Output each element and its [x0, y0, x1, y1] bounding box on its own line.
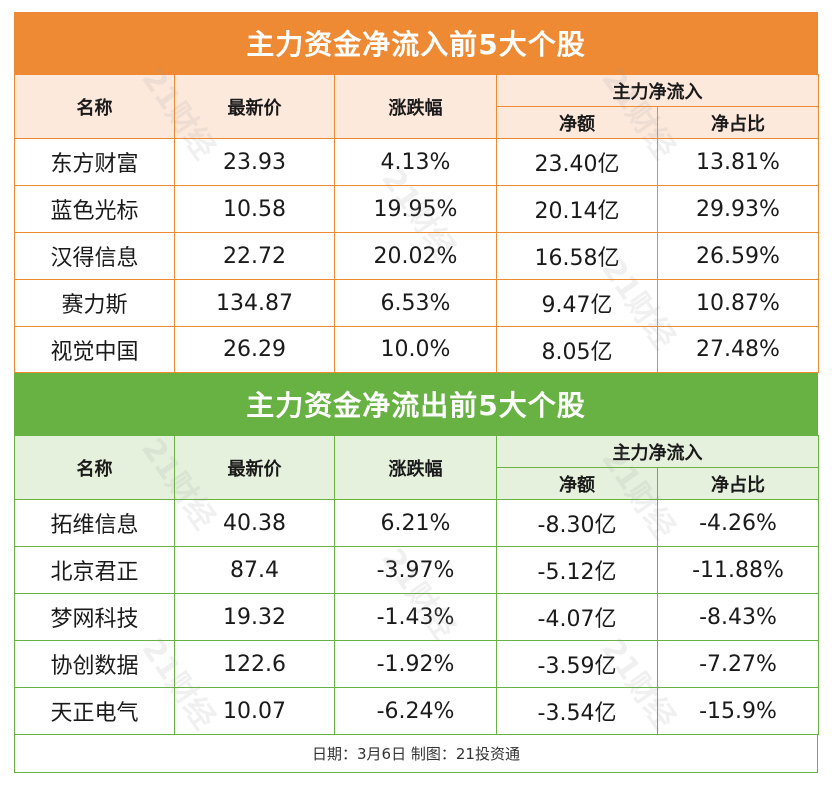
stock-ratio: -8.43% [657, 593, 819, 641]
stock-net: -5.12亿 [496, 546, 658, 594]
outflow-table: 名称 最新价 涨跌幅 主力净流入 净额 净占比 拓维信息 40.38 6.21%… [14, 435, 819, 735]
stock-price: 10.07 [174, 687, 335, 735]
stock-ratio: -15.9% [657, 687, 819, 735]
stock-change: 6.21% [334, 499, 497, 547]
stock-name: 北京君正 [14, 546, 175, 594]
header-price: 最新价 [174, 435, 335, 500]
stock-net: -8.30亿 [496, 499, 658, 547]
stock-ratio: 27.48% [657, 326, 819, 373]
stock-change: -3.97% [334, 546, 497, 594]
header-ratio: 净占比 [657, 467, 819, 500]
stock-name: 视觉中国 [14, 326, 175, 373]
inflow-title: 主力资金净流入前5大个股 [14, 12, 818, 74]
stock-price: 134.87 [174, 279, 335, 327]
stock-name: 拓维信息 [14, 499, 175, 547]
table-row: 梦网科技 19.32 -1.43% -4.07亿 -8.43% [14, 593, 819, 641]
stock-change: -1.92% [334, 640, 497, 688]
header-change: 涨跌幅 [334, 74, 497, 139]
stock-name: 汉得信息 [14, 232, 175, 280]
inflow-header-row: 名称 最新价 涨跌幅 主力净流入 [14, 74, 819, 139]
header-name: 名称 [14, 435, 175, 500]
header-change: 涨跌幅 [334, 435, 497, 500]
stock-net: 8.05亿 [496, 326, 658, 373]
table-row: 东方财富 23.93 4.13% 23.40亿 13.81% [14, 138, 819, 186]
stock-price: 87.4 [174, 546, 335, 594]
stock-ratio: -11.88% [657, 546, 819, 594]
stock-ratio: 10.87% [657, 279, 819, 327]
outflow-header-row: 名称 最新价 涨跌幅 主力净流入 [14, 435, 819, 500]
table-row: 视觉中国 26.29 10.0% 8.05亿 27.48% [14, 326, 819, 373]
table-row: 汉得信息 22.72 20.02% 16.58亿 26.59% [14, 232, 819, 280]
stock-change: 6.53% [334, 279, 497, 327]
header-ratio: 净占比 [657, 106, 819, 139]
header-price: 最新价 [174, 74, 335, 139]
stock-price: 122.6 [174, 640, 335, 688]
footer-caption: 日期：3月6日 制图：21投资通 [14, 735, 818, 773]
stock-change: 20.02% [334, 232, 497, 280]
stock-name: 梦网科技 [14, 593, 175, 641]
stock-ratio: -4.26% [657, 499, 819, 547]
stock-net: 20.14亿 [496, 185, 658, 233]
stock-net: -3.54亿 [496, 687, 658, 735]
stock-name: 赛力斯 [14, 279, 175, 327]
stock-ratio: 13.81% [657, 138, 819, 186]
fund-flow-report: 主力资金净流入前5大个股 名称 最新价 涨跌幅 主力净流入 净额 净占比 东方财… [14, 12, 819, 773]
header-net: 净额 [496, 106, 658, 139]
stock-change: -6.24% [334, 687, 497, 735]
stock-change: 19.95% [334, 185, 497, 233]
stock-price: 19.32 [174, 593, 335, 641]
table-row: 协创数据 122.6 -1.92% -3.59亿 -7.27% [14, 640, 819, 688]
stock-name: 协创数据 [14, 640, 175, 688]
inflow-table: 名称 最新价 涨跌幅 主力净流入 净额 净占比 东方财富 23.93 4.13%… [14, 74, 819, 373]
stock-net: 9.47亿 [496, 279, 658, 327]
stock-name: 蓝色光标 [14, 185, 175, 233]
header-group: 主力净流入 [496, 435, 819, 468]
header-group: 主力净流入 [496, 74, 819, 107]
stock-change: 4.13% [334, 138, 497, 186]
stock-price: 40.38 [174, 499, 335, 547]
stock-ratio: 26.59% [657, 232, 819, 280]
stock-change: -1.43% [334, 593, 497, 641]
stock-price: 10.58 [174, 185, 335, 233]
table-row: 赛力斯 134.87 6.53% 9.47亿 10.87% [14, 279, 819, 327]
table-row: 天正电气 10.07 -6.24% -3.54亿 -15.9% [14, 687, 819, 735]
stock-ratio: -7.27% [657, 640, 819, 688]
stock-net: -3.59亿 [496, 640, 658, 688]
table-row: 北京君正 87.4 -3.97% -5.12亿 -11.88% [14, 546, 819, 594]
stock-price: 26.29 [174, 326, 335, 373]
stock-name: 天正电气 [14, 687, 175, 735]
stock-change: 10.0% [334, 326, 497, 373]
table-row: 拓维信息 40.38 6.21% -8.30亿 -4.26% [14, 499, 819, 547]
stock-net: 16.58亿 [496, 232, 658, 280]
stock-price: 22.72 [174, 232, 335, 280]
outflow-title: 主力资金净流出前5大个股 [14, 373, 818, 435]
stock-net: 23.40亿 [496, 138, 658, 186]
header-net: 净额 [496, 467, 658, 500]
header-name: 名称 [14, 74, 175, 139]
stock-name: 东方财富 [14, 138, 175, 186]
stock-ratio: 29.93% [657, 185, 819, 233]
stock-price: 23.93 [174, 138, 335, 186]
stock-net: -4.07亿 [496, 593, 658, 641]
table-row: 蓝色光标 10.58 19.95% 20.14亿 29.93% [14, 185, 819, 233]
